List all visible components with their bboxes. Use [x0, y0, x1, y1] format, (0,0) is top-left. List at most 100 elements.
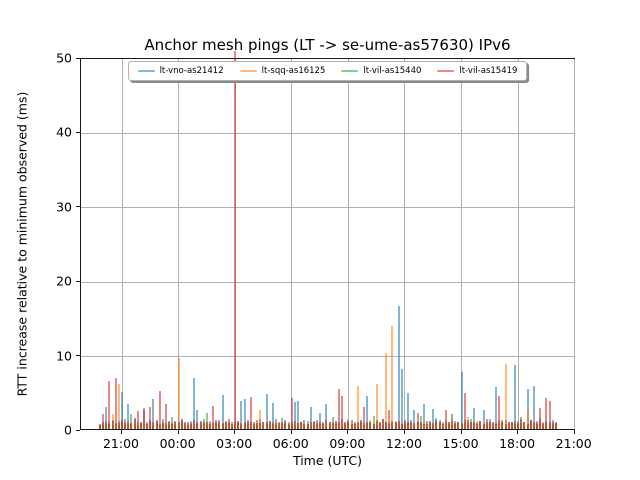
legend-series-label: lt-vil-as15419 [459, 66, 518, 76]
rtt-bar-lt-vil-as15419 [536, 420, 539, 429]
y-tick-mark [76, 429, 80, 431]
x-tick-mark [234, 430, 236, 434]
rtt-bar-lt-vil-as15419 [290, 397, 293, 429]
y-tick-mark [76, 355, 80, 357]
rtt-bar-lt-vil-as15419 [183, 423, 186, 429]
rtt-bar-lt-vil-as15419 [510, 422, 513, 429]
x-tick-label: 06:00 [272, 436, 309, 451]
rtt-bar-lt-vil-as15419 [532, 422, 535, 429]
rtt-bar-lt-vil-as15419 [221, 423, 224, 429]
rtt-bar-lt-vil-as15419 [246, 422, 249, 429]
rtt-bar-lt-vil-as15419 [375, 420, 378, 429]
rtt-bar-lt-vno-as21412 [432, 408, 435, 429]
rtt-bar-lt-vil-as15419 [177, 422, 180, 429]
rtt-bar-lt-vil-as15419 [432, 423, 435, 429]
rtt-bar-lt-vil-as15419 [139, 423, 142, 429]
rtt-bar-lt-vil-as15419 [196, 422, 199, 429]
rtt-bar-lt-vil-as15419 [271, 423, 274, 429]
rtt-bar-lt-vil-as15440 [372, 415, 375, 429]
rtt-bar-lt-sqq-as16125 [259, 409, 262, 429]
rtt-bar-lt-vil-as15419 [385, 422, 388, 429]
rtt-bar-lt-vno-as21412 [193, 378, 196, 429]
rtt-bar-lt-vil-as15419 [168, 421, 171, 429]
rtt-bar-lt-vil-as15419 [334, 421, 337, 429]
y-gridline [81, 281, 574, 283]
rtt-bar-lt-vno-as21412 [400, 369, 403, 429]
x-tick-mark [290, 430, 292, 434]
rtt-bar-lt-vil-as15419 [356, 423, 359, 429]
x-tick-label: 21:00 [102, 436, 140, 451]
rtt-bar-lt-vil-as15419 [479, 420, 482, 429]
rtt-bar-lt-vil-as15419 [554, 422, 557, 429]
y-tick-label: 20 [56, 273, 72, 289]
rtt-bar-lt-vno-as21412 [319, 412, 322, 429]
rtt-bar-lt-sqq-as16125 [391, 326, 394, 429]
x-tick-mark [177, 430, 179, 434]
rtt-bar-lt-vno-as21412 [265, 394, 268, 429]
rtt-bar-lt-vil-as15419 [403, 421, 406, 429]
x-tick-mark [573, 430, 575, 434]
rtt-bar-lt-vno-as21412 [422, 403, 425, 429]
x-tick-mark [517, 430, 519, 434]
rtt-bar-lt-vil-as15419 [205, 421, 208, 429]
x-tick-mark [121, 430, 122, 434]
rtt-bar-lt-vno-as21412 [221, 394, 224, 429]
rtt-bar-lt-vno-as21412 [105, 406, 108, 429]
rtt-bar-lt-vil-as15419 [466, 420, 469, 429]
rtt-bar-lt-vil-as15419 [410, 420, 413, 429]
rtt-bar-lt-vil-as15419 [359, 420, 362, 429]
rtt-bar-lt-vil-as15419 [363, 406, 366, 429]
rtt-bar-lt-vil-as15419 [347, 420, 350, 429]
rtt-bar-lt-vno-as21412 [152, 399, 155, 429]
rtt-bar-lt-vil-as15419 [149, 406, 152, 429]
rtt-bar-lt-vil-as15419 [331, 423, 334, 429]
x-tick-label: 09:00 [329, 436, 366, 451]
rtt-bar-lt-vil-as15419 [539, 408, 542, 429]
chart-title: Anchor mesh pings (LT -> se-ume-as57630)… [144, 36, 511, 54]
rtt-bar-lt-vil-as15419 [268, 420, 271, 429]
rtt-bar-lt-vil-as15419 [529, 420, 532, 429]
y-gridline [81, 356, 574, 358]
x-tick-label: 21:00 [555, 436, 592, 451]
y-tick-mark [76, 131, 80, 133]
rtt-bar-lt-vil-as15419 [322, 423, 325, 429]
rtt-bar-lt-vno-as21412 [293, 402, 296, 429]
rtt-bar-lt-vil-as15419 [429, 422, 432, 429]
y-axis-label: RTT increase relative to minimum observe… [14, 91, 30, 397]
rtt-bar-lt-vil-as15419 [413, 423, 416, 429]
rtt-bar-lt-vno-as21412 [460, 372, 463, 429]
x-tick-label: 00:00 [159, 436, 196, 451]
rtt-bar-lt-vil-as15419 [435, 420, 438, 429]
rtt-bar-lt-vno-as21412 [495, 387, 498, 429]
rtt-bar-lt-vil-as15419 [438, 421, 441, 429]
rtt-bar-lt-vil-as15419 [306, 423, 309, 429]
rtt-bar-lt-vil-as15419 [407, 422, 410, 429]
legend-line-swatch [437, 69, 455, 73]
x-tick-mark [347, 430, 349, 434]
rtt-bar-lt-vil-as15419 [174, 420, 177, 429]
rtt-bar-lt-vil-as15419 [243, 421, 246, 429]
rtt-bar-lt-vil-as15419 [180, 419, 183, 429]
rtt-bar-lt-vil-as15419 [504, 423, 507, 429]
rtt-bar-lt-vil-as15419 [507, 421, 510, 429]
rtt-bar-lt-vno-as21412 [397, 306, 400, 429]
rtt-bar-lt-vil-as15419 [161, 423, 164, 429]
rtt-bar-lt-vil-as15419 [259, 423, 262, 429]
rtt-bar-lt-vil-as15419 [158, 391, 161, 429]
rtt-bar-lt-vil-as15419 [262, 421, 265, 429]
x-gridline [347, 59, 349, 429]
x-tick-mark [460, 430, 462, 434]
rtt-bar-lt-vil-as15419 [400, 423, 403, 429]
legend-series-label: lt-sqq-as16125 [261, 66, 326, 76]
rtt-bar-lt-vno-as21412 [240, 400, 243, 429]
rtt-bar-lt-vil-as15419 [287, 423, 290, 429]
y-tick-label: 0 [64, 422, 72, 438]
rtt-bar-lt-vil-as15419 [419, 421, 422, 429]
rtt-bar-lt-vil-as15440 [205, 412, 208, 429]
rtt-bar-lt-vil-as15419 [344, 422, 347, 429]
rtt-bar-lt-vil-as15419 [309, 422, 312, 429]
x-tick-label: 15:00 [442, 436, 479, 451]
y-tick-label: 50 [56, 50, 72, 66]
rtt-bar-lt-vil-as15419 [227, 419, 230, 429]
rtt-bar-lt-vil-as15419 [337, 388, 340, 429]
